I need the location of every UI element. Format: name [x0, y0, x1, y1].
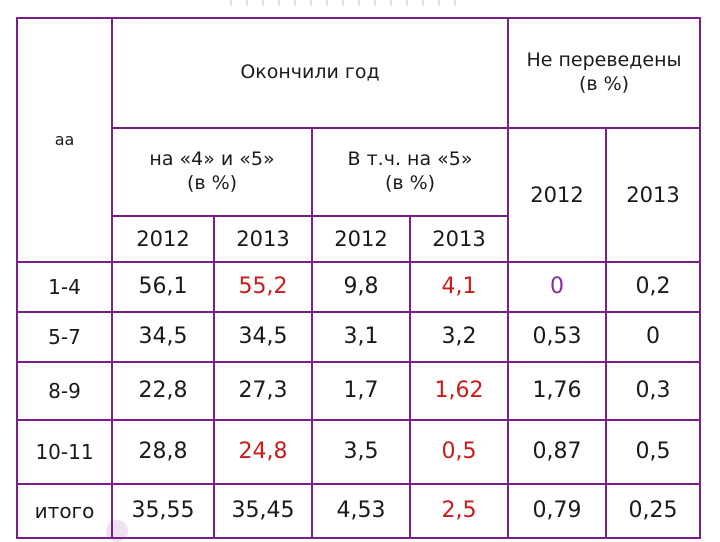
- data-cell: 0,79: [507, 483, 607, 539]
- year-label: 2012: [334, 226, 388, 251]
- year-header-not-promoted-2013: 2013: [605, 127, 701, 263]
- corner-header-cell: аа: [16, 17, 113, 263]
- data-cell: 0,53: [507, 311, 607, 363]
- data-cell: 0,87: [507, 419, 607, 485]
- table-row: 8-9 22,8 27,3 1,7 1,62 1,76 0,3: [16, 361, 701, 421]
- year-header-5-2013: 2013: [409, 215, 509, 263]
- decorative-stripe: [230, 0, 470, 6]
- data-cell: 1,7: [311, 361, 411, 421]
- row-label: итого: [16, 483, 113, 539]
- data-cell: 1,76: [507, 361, 607, 421]
- data-cell: 3,5: [311, 419, 411, 485]
- data-cell: 34,5: [111, 311, 215, 363]
- data-cell: 28,8: [111, 419, 215, 485]
- corner-label: аа: [54, 130, 75, 149]
- finished-year-header: Окончили год: [111, 17, 509, 129]
- data-cell: 2,5: [409, 483, 509, 539]
- finished-year-label: Окончили год: [240, 61, 380, 84]
- data-cell: 0,25: [605, 483, 701, 539]
- grades-5-label: В т.ч. на «5»: [347, 148, 473, 171]
- year-header-45-2013: 2013: [213, 215, 313, 263]
- not-promoted-unit: (в %): [578, 73, 630, 95]
- year-header-not-promoted-2012: 2012: [507, 127, 607, 263]
- data-cell: 35,45: [213, 483, 313, 539]
- grades-45-label: на «4» и «5»: [149, 148, 275, 171]
- grades-5-unit: (в %): [384, 172, 436, 194]
- year-label: 2012: [136, 226, 190, 251]
- data-cell: 3,2: [409, 311, 509, 363]
- table-row: 5-7 34,5 34,5 3,1 3,2 0,53 0: [16, 311, 701, 363]
- table-row: 10-11 28,8 24,8 3,5 0,5 0,87 0,5: [16, 419, 701, 485]
- grades-45-header: на «4» и «5» (в %): [111, 127, 313, 217]
- data-cell: 3,1: [311, 311, 411, 363]
- data-cell: 4,1: [409, 261, 509, 313]
- year-header-45-2012: 2012: [111, 215, 215, 263]
- data-cell: 0,3: [605, 361, 701, 421]
- grades-45-unit: (в %): [186, 172, 238, 194]
- data-cell: 9,8: [311, 261, 411, 313]
- data-cell: 1,62: [409, 361, 509, 421]
- table-row: итого 35,55 35,45 4,53 2,5 0,79 0,25: [16, 483, 701, 539]
- data-cell: 27,3: [213, 361, 313, 421]
- year-label: 2013: [432, 226, 486, 251]
- data-cell: 0: [605, 311, 701, 363]
- results-table: аа Окончили год Не переведены (в %) на «…: [16, 17, 701, 539]
- data-cell: 4,53: [311, 483, 411, 539]
- data-cell: 0,2: [605, 261, 701, 313]
- year-label: 2012: [530, 182, 584, 207]
- row-label: 10-11: [16, 419, 113, 485]
- data-cell: 24,8: [213, 419, 313, 485]
- data-cell: 55,2: [213, 261, 313, 313]
- table-row: 1-4 56,1 55,2 9,8 4,1 0 0,2: [16, 261, 701, 313]
- data-cell: 35,55: [111, 483, 215, 539]
- grades-5-header: В т.ч. на «5» (в %): [311, 127, 509, 217]
- data-cell: 34,5: [213, 311, 313, 363]
- data-cell: 0,5: [605, 419, 701, 485]
- year-header-5-2012: 2012: [311, 215, 411, 263]
- data-cell: 56,1: [111, 261, 215, 313]
- row-label: 8-9: [16, 361, 113, 421]
- data-cell: 0: [507, 261, 607, 313]
- data-cell: 0,5: [409, 419, 509, 485]
- not-promoted-label: Не переведены: [526, 49, 682, 72]
- row-label: 1-4: [16, 261, 113, 313]
- year-label: 2013: [236, 226, 290, 251]
- data-cell: 22,8: [111, 361, 215, 421]
- not-promoted-header: Не переведены (в %): [507, 17, 701, 129]
- year-label: 2013: [626, 182, 680, 207]
- row-label: 5-7: [16, 311, 113, 363]
